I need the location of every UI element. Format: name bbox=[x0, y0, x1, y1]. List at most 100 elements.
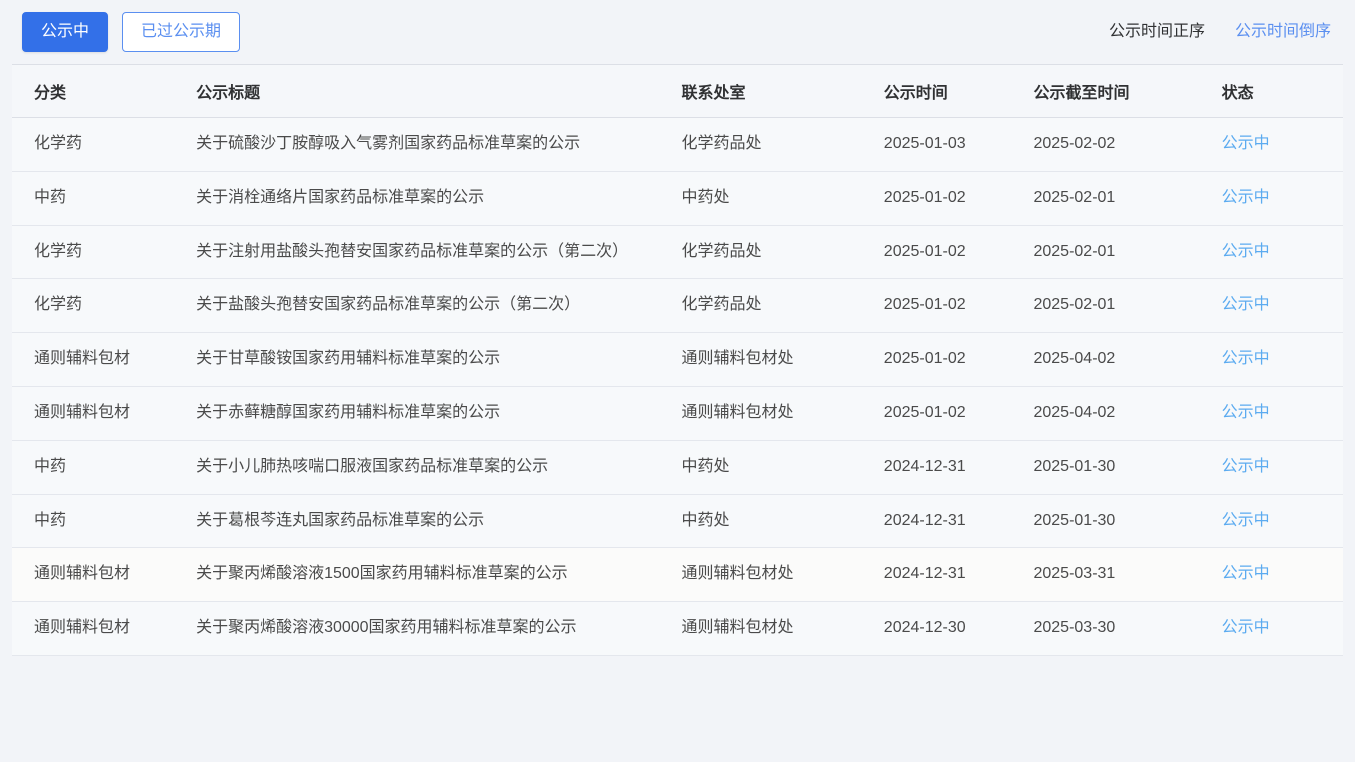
cell-office-text: 中药处 bbox=[681, 457, 730, 475]
cell-office: 通则辅料包材处 bbox=[681, 332, 884, 387]
cell-office: 中药处 bbox=[681, 440, 884, 495]
table-row[interactable]: 中药 关于小儿肺热咳喘口服液国家药品标准草案的公示 中药处 2024-12-31 202… bbox=[12, 440, 1343, 495]
cell-category-text: 化学药 bbox=[34, 296, 83, 314]
cell-end-date-text: 2025-03-30 bbox=[1033, 619, 1116, 637]
cell-category: 通则辅料包材 bbox=[12, 547, 197, 603]
cell-office: 化学药品处 bbox=[681, 225, 884, 280]
cell-title-text[interactable]: 关于注射用盐酸头孢替安国家药品标准草案的公示（第二次） bbox=[196, 242, 629, 260]
toolbar: 公示中 已过公示期 公示时间正序 公示时间倒序 bbox=[0, 0, 1355, 64]
column-header-title: 公示标题 bbox=[196, 64, 682, 118]
cell-office-text: 通则辅料包材处 bbox=[681, 403, 794, 421]
cell-category: 中药 bbox=[12, 171, 197, 226]
cell-end-date-text: 2025-03-31 bbox=[1033, 565, 1116, 583]
cell-end-date: 2025-03-30 bbox=[1033, 601, 1222, 656]
cell-title-text[interactable]: 关于葛根芩连丸国家药品标准草案的公示 bbox=[196, 511, 485, 529]
cell-title: 关于甘草酸铵国家药用辅料标准草案的公示 bbox=[196, 332, 682, 387]
cell-title-text[interactable]: 关于消栓通络片国家药品标准草案的公示 bbox=[196, 188, 485, 206]
cell-end-date-text: 2025-01-30 bbox=[1033, 511, 1116, 529]
cell-status: 公示中 bbox=[1221, 332, 1343, 387]
table-row[interactable]: 通则辅料包材 关于赤藓糖醇国家药用辅料标准草案的公示 通则辅料包材处 2025-01-… bbox=[12, 386, 1343, 441]
cell-start-date: 2025-01-02 bbox=[883, 278, 1034, 334]
cell-title-text[interactable]: 关于小儿肺热咳喘口服液国家药品标准草案的公示 bbox=[196, 457, 549, 475]
cell-end-date: 2025-02-01 bbox=[1033, 225, 1222, 280]
cell-end-date-text: 2025-02-01 bbox=[1033, 296, 1116, 314]
cell-category-text: 通则辅料包材 bbox=[34, 619, 131, 637]
cell-start-date-text: 2025-01-02 bbox=[883, 350, 966, 368]
cell-start-date: 2024-12-31 bbox=[883, 494, 1034, 549]
cell-status-text[interactable]: 公示中 bbox=[1221, 135, 1270, 152]
table-row[interactable]: 化学药 关于硫酸沙丁胺醇吸入气雾剂国家药品标准草案的公示 化学药品处 2025-01-… bbox=[12, 117, 1343, 172]
publicity-table: 分类 公示标题 联系处室 公示时间 公示截至时间 状态 化学药 关于硫酸沙丁胺醇吸… bbox=[12, 64, 1343, 656]
cell-category-text: 中药 bbox=[34, 511, 67, 529]
cell-category: 中药 bbox=[12, 494, 197, 549]
cell-end-date: 2025-02-02 bbox=[1033, 117, 1222, 172]
column-header-start-date: 公示时间 bbox=[883, 64, 1034, 118]
cell-end-date: 2025-03-31 bbox=[1033, 547, 1222, 603]
cell-title-text[interactable]: 关于盐酸头孢替安国家药品标准草案的公示（第二次） bbox=[196, 296, 581, 314]
cell-status-text[interactable]: 公示中 bbox=[1221, 296, 1270, 314]
column-header-category: 分类 bbox=[12, 64, 197, 118]
cell-start-date: 2025-01-02 bbox=[883, 386, 1034, 441]
cell-status-text[interactable]: 公示中 bbox=[1221, 403, 1270, 421]
cell-office-text: 通则辅料包材处 bbox=[681, 619, 794, 637]
cell-end-date-text: 2025-04-02 bbox=[1033, 403, 1116, 421]
cell-title: 关于小儿肺热咳喘口服液国家药品标准草案的公示 bbox=[196, 440, 682, 495]
cell-title-text[interactable]: 关于赤藓糖醇国家药用辅料标准草案的公示 bbox=[196, 403, 501, 421]
cell-status-text[interactable]: 公示中 bbox=[1221, 565, 1270, 583]
cell-title: 关于聚丙烯酸溶液1500国家药用辅料标准草案的公示 bbox=[196, 547, 682, 603]
cell-category-text: 化学药 bbox=[34, 135, 83, 152]
filter-tab-ongoing[interactable]: 公示中 bbox=[22, 12, 109, 52]
cell-start-date-text: 2025-01-03 bbox=[883, 135, 966, 152]
table-row[interactable]: 化学药 关于注射用盐酸头孢替安国家药品标准草案的公示（第二次） 化学药品处 2025-… bbox=[12, 225, 1343, 280]
cell-category: 通则辅料包材 bbox=[12, 386, 197, 441]
cell-office-text: 化学药品处 bbox=[681, 296, 762, 314]
table-body: 化学药 关于硫酸沙丁胺醇吸入气雾剂国家药品标准草案的公示 化学药品处 2025-01-… bbox=[12, 117, 1343, 656]
cell-status-text[interactable]: 公示中 bbox=[1221, 511, 1270, 529]
cell-title: 关于硫酸沙丁胺醇吸入气雾剂国家药品标准草案的公示 bbox=[196, 117, 682, 172]
publicity-table-container: 分类 公示标题 联系处室 公示时间 公示截至时间 状态 化学药 关于硫酸沙丁胺醇吸… bbox=[12, 64, 1343, 656]
cell-category-text: 中药 bbox=[34, 457, 67, 475]
cell-status-text[interactable]: 公示中 bbox=[1221, 457, 1270, 475]
cell-title-text[interactable]: 关于聚丙烯酸溶液1500国家药用辅料标准草案的公示 bbox=[196, 565, 568, 583]
sort-link-descending[interactable]: 公示时间倒序 bbox=[1234, 23, 1331, 40]
cell-category: 化学药 bbox=[12, 225, 197, 280]
cell-end-date: 2025-01-30 bbox=[1033, 494, 1222, 549]
filter-tab-expired[interactable]: 已过公示期 bbox=[122, 12, 241, 52]
cell-start-date: 2025-01-02 bbox=[883, 171, 1034, 226]
cell-title: 关于赤藓糖醇国家药用辅料标准草案的公示 bbox=[196, 386, 682, 441]
cell-end-date-text: 2025-02-02 bbox=[1033, 135, 1116, 152]
column-header-status: 状态 bbox=[1221, 64, 1343, 118]
sort-link-ascending[interactable]: 公示时间正序 bbox=[1108, 23, 1205, 40]
cell-start-date: 2024-12-31 bbox=[883, 440, 1034, 495]
table-row[interactable]: 中药 关于消栓通络片国家药品标准草案的公示 中药处 2025-01-02 2025-02… bbox=[12, 171, 1343, 226]
cell-status: 公示中 bbox=[1221, 117, 1343, 172]
cell-title-text[interactable]: 关于甘草酸铵国家药用辅料标准草案的公示 bbox=[196, 350, 501, 368]
filter-tab-group: 公示中 已过公示期 bbox=[22, 12, 241, 52]
cell-end-date-text: 2025-02-01 bbox=[1033, 188, 1116, 206]
cell-office-text: 通则辅料包材处 bbox=[681, 565, 794, 583]
cell-status-text[interactable]: 公示中 bbox=[1221, 619, 1270, 637]
cell-title-text[interactable]: 关于聚丙烯酸溶液30000国家药用辅料标准草案的公示 bbox=[196, 619, 577, 637]
cell-status: 公示中 bbox=[1221, 171, 1343, 226]
cell-office-text: 中药处 bbox=[681, 511, 730, 529]
cell-status-text[interactable]: 公示中 bbox=[1221, 350, 1270, 368]
cell-category: 化学药 bbox=[12, 117, 197, 172]
cell-office: 通则辅料包材处 bbox=[681, 547, 884, 603]
table-header: 分类 公示标题 联系处室 公示时间 公示截至时间 状态 bbox=[12, 64, 1343, 118]
cell-office: 通则辅料包材处 bbox=[681, 601, 884, 656]
cell-status-text[interactable]: 公示中 bbox=[1221, 242, 1270, 260]
cell-category-text: 通则辅料包材 bbox=[34, 350, 131, 368]
table-row[interactable]: 通则辅料包材 关于甘草酸铵国家药用辅料标准草案的公示 通则辅料包材处 2025-01-… bbox=[12, 332, 1343, 387]
table-row[interactable]: 中药 关于葛根芩连丸国家药品标准草案的公示 中药处 2024-12-31 2025-01… bbox=[12, 494, 1343, 549]
cell-start-date-text: 2025-01-02 bbox=[883, 403, 966, 421]
cell-office: 中药处 bbox=[681, 171, 884, 226]
table-row[interactable]: 化学药 关于盐酸头孢替安国家药品标准草案的公示（第二次） 化学药品处 2025-01-… bbox=[12, 278, 1343, 334]
cell-office: 通则辅料包材处 bbox=[681, 386, 884, 441]
cell-office-text: 中药处 bbox=[681, 188, 730, 206]
cell-title-text[interactable]: 关于硫酸沙丁胺醇吸入气雾剂国家药品标准草案的公示 bbox=[196, 135, 581, 152]
cell-status: 公示中 bbox=[1221, 547, 1343, 603]
cell-end-date-text: 2025-01-30 bbox=[1033, 457, 1116, 475]
table-row[interactable]: 通则辅料包材 关于聚丙烯酸溶液1500国家药用辅料标准草案的公示 通则辅料包材处 20… bbox=[12, 547, 1343, 603]
table-row[interactable]: 通则辅料包材 关于聚丙烯酸溶液30000国家药用辅料标准草案的公示 通则辅料包材处 2… bbox=[12, 601, 1343, 656]
cell-status-text[interactable]: 公示中 bbox=[1221, 188, 1270, 206]
